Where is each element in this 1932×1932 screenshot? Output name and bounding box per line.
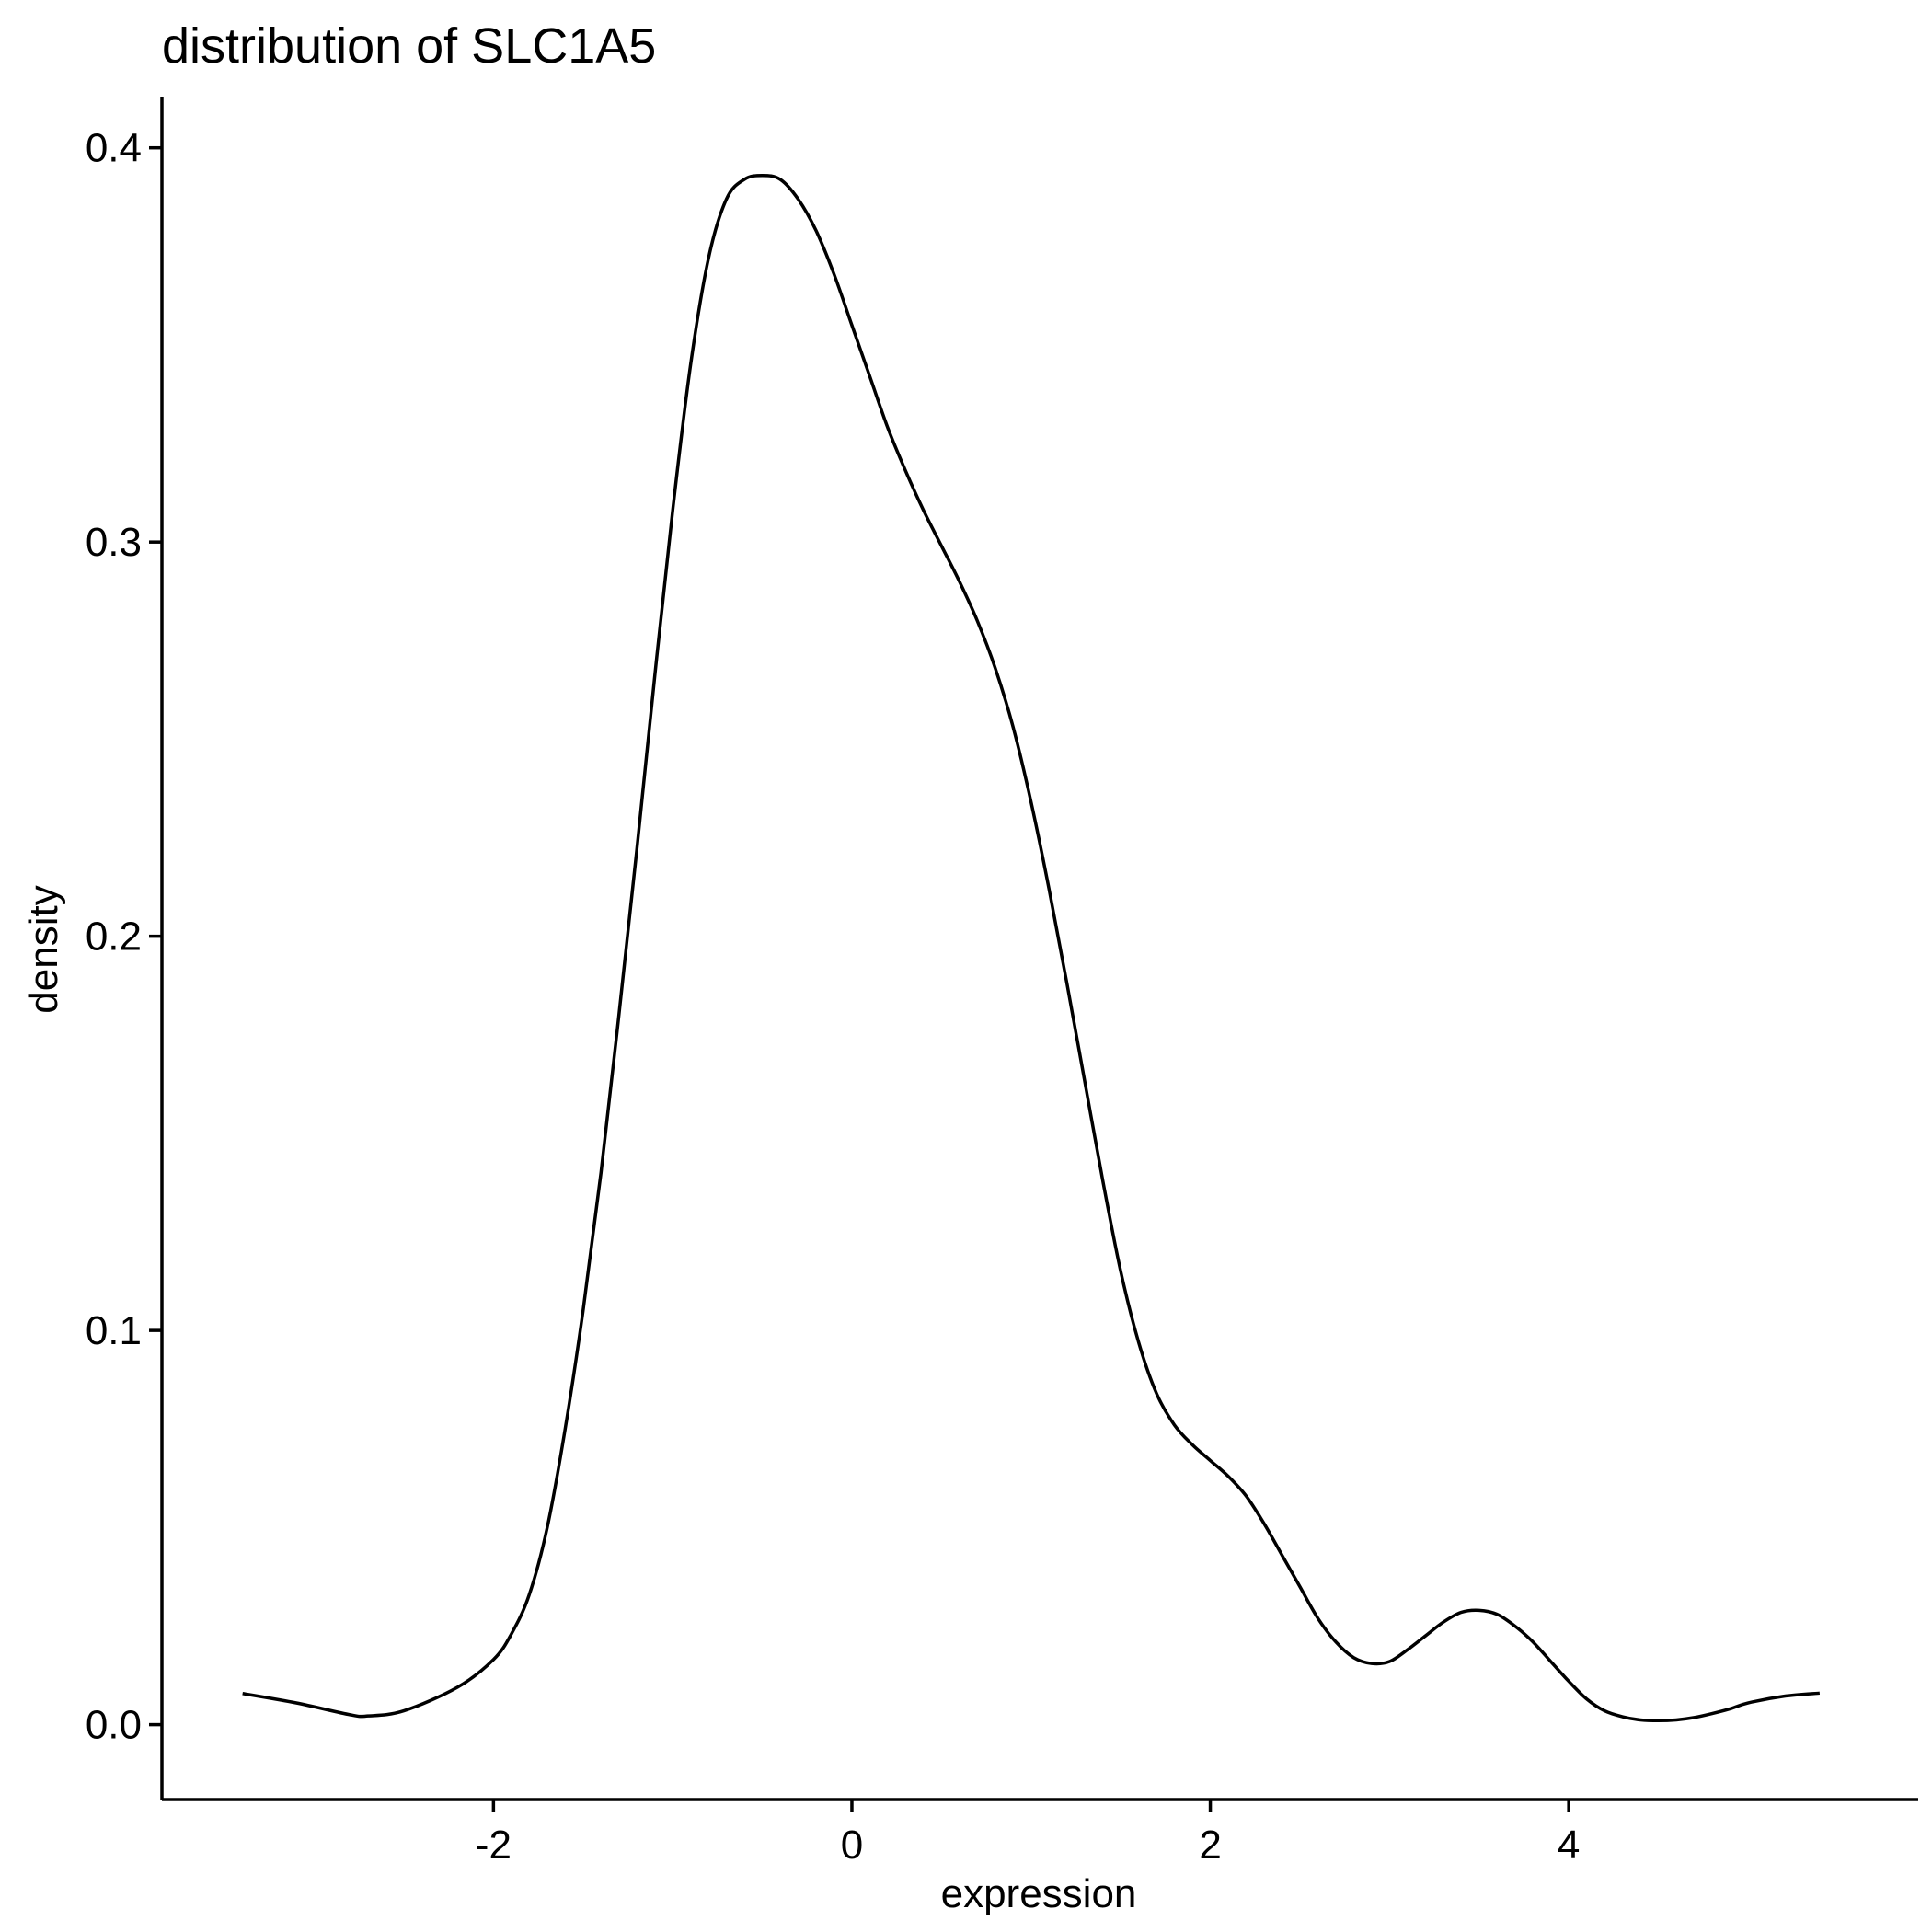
density-curve [242, 173, 1821, 1723]
x-tick-label: 4 [1558, 1823, 1580, 1868]
y-tick-label: 0.4 [86, 126, 142, 171]
x-axis-title: expression [941, 1871, 1137, 1916]
y-tick-label: 0.3 [86, 520, 142, 565]
y-tick-label: 0.1 [86, 1308, 142, 1353]
chart-title: distribution of SLC1A5 [162, 18, 656, 74]
x-tick-label: -2 [476, 1823, 512, 1868]
y-tick-label: 0.2 [86, 914, 142, 960]
y-tick-label: 0.0 [86, 1703, 142, 1748]
y-axis-title: density [21, 885, 66, 1013]
plot-area: -2 0 2 4 0.0 0.1 0.2 0.3 0.4 [86, 97, 1918, 1868]
x-tick-label: 0 [841, 1823, 863, 1868]
x-tick-label: 2 [1199, 1823, 1221, 1868]
